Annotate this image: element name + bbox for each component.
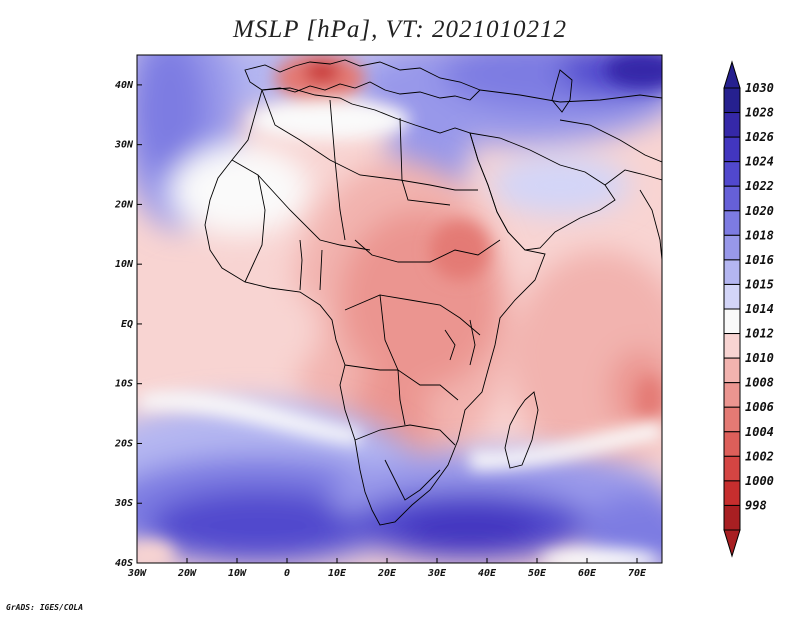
colorbar-label: 1004 bbox=[745, 425, 774, 439]
map-title: MSLP [hPa], VT: 2021010212 bbox=[233, 16, 567, 43]
y-tick-label: 10N bbox=[115, 259, 134, 270]
y-tick-label: 20S bbox=[114, 438, 133, 449]
colorbar-swatch bbox=[723, 333, 741, 359]
colorbar-swatch bbox=[723, 431, 741, 457]
x-tick-label: 0 bbox=[284, 568, 290, 579]
colorbar-label: 1026 bbox=[745, 130, 774, 144]
colorbar-label: 1012 bbox=[745, 327, 774, 341]
colorbar-swatch bbox=[723, 259, 741, 285]
pressure-field bbox=[137, 55, 662, 563]
colorbar-swatch bbox=[723, 87, 741, 114]
colorbar-label: 1020 bbox=[745, 204, 774, 218]
y-tick-label: 40N bbox=[115, 80, 134, 91]
y-tick-label: 10S bbox=[115, 379, 133, 390]
colorbar-swatch bbox=[723, 234, 741, 261]
colorbar-bottom-arrow bbox=[723, 529, 741, 558]
x-tick-label: 20W bbox=[177, 568, 197, 579]
x-tick-label: 30E bbox=[427, 568, 447, 579]
x-tick-label: 70E bbox=[628, 568, 647, 579]
x-tick-label: 40E bbox=[478, 568, 497, 579]
colorbar-swatch bbox=[723, 357, 741, 384]
colorbar-swatch bbox=[723, 308, 741, 335]
colorbar-label: 998 bbox=[745, 498, 767, 512]
colorbar-swatch bbox=[723, 480, 741, 506]
x-tick-label: 20E bbox=[377, 568, 397, 579]
colorbar-label: 1008 bbox=[745, 376, 774, 390]
x-tick-label: 30W bbox=[127, 568, 147, 579]
coastlines bbox=[204, 59, 662, 526]
colorbar-swatch bbox=[723, 455, 741, 482]
colorbar-swatch bbox=[723, 136, 741, 163]
colorbar-swatch bbox=[723, 283, 741, 310]
y-tick-label: 30N bbox=[114, 140, 134, 151]
colorbar-swatch bbox=[723, 406, 741, 433]
latitude-axis: 40N 30N 20N 10N EQ 10S 20S 30S 40S bbox=[114, 80, 142, 569]
colorbar-swatch bbox=[723, 382, 741, 408]
colorbar-label: 1030 bbox=[745, 81, 774, 95]
y-tick-label: 30S bbox=[114, 498, 133, 509]
colorbar-label: 1028 bbox=[745, 106, 774, 120]
x-tick-label: 50E bbox=[528, 568, 547, 579]
colorbar-label: 1010 bbox=[745, 351, 774, 365]
x-tick-label: 60E bbox=[578, 568, 597, 579]
colorbar-label: 1006 bbox=[745, 400, 774, 414]
colorbar-swatch bbox=[723, 504, 741, 531]
y-tick-label: 20N bbox=[114, 199, 134, 210]
y-tick-label: 40S bbox=[115, 558, 133, 569]
colorbar-swatch bbox=[723, 112, 741, 138]
colorbar-label: 1014 bbox=[745, 302, 774, 316]
colorbar-label: 1015 bbox=[745, 277, 774, 291]
longitude-axis: 30W 20W 10W 0 10E 20E 30E 40E 50E 60E 70E bbox=[127, 558, 647, 579]
colorbar-swatch bbox=[723, 185, 741, 212]
colorbar-label: 1000 bbox=[745, 474, 774, 488]
colorbar-label: 1018 bbox=[745, 228, 774, 242]
colorbar-label: 1024 bbox=[745, 155, 774, 169]
x-tick-label: 10W bbox=[228, 568, 247, 579]
colorbar: 1030 1028 1026 1024 1022 1020 1018 1016 1015 1014… bbox=[723, 60, 774, 558]
x-tick-label: 10E bbox=[328, 568, 347, 579]
plot-frame bbox=[136, 54, 663, 564]
grads-credit: GrADS: IGES/COLA bbox=[6, 603, 84, 612]
colorbar-label: 1016 bbox=[745, 253, 774, 267]
colorbar-swatch bbox=[723, 210, 741, 236]
colorbar-label: 1002 bbox=[745, 449, 774, 463]
colorbar-label: 1022 bbox=[745, 179, 774, 193]
y-tick-label: EQ bbox=[121, 319, 133, 330]
colorbar-top-arrow bbox=[723, 60, 741, 89]
colorbar-swatch bbox=[723, 161, 741, 187]
